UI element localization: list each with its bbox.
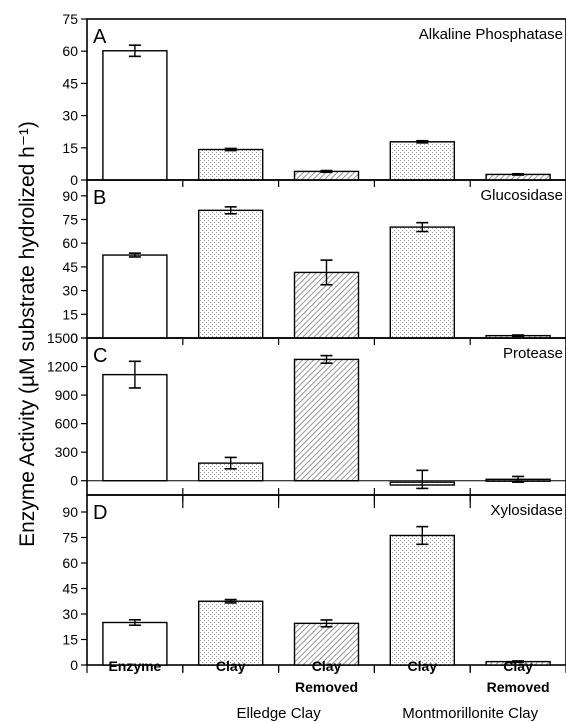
error-bar: [416, 221, 429, 233]
panel-b: 0 15 30 45 60 75 90 B Glucosidase: [62, 179, 566, 346]
bar: [197, 148, 264, 181]
panel-c: 0 300 600 900 1200 1500 C Protease: [47, 330, 566, 496]
error-bar: [128, 44, 141, 58]
bar: [102, 621, 168, 666]
error-bar: [128, 252, 141, 258]
y-tick-label: 45: [62, 581, 78, 597]
y-tick-label: 15: [62, 632, 78, 648]
y-tick-label: 0: [70, 657, 78, 673]
error-bar: [320, 169, 333, 174]
y-tick-label: 30: [62, 108, 78, 124]
y-tick-label: 0: [70, 330, 78, 346]
category-label: Clay: [408, 658, 438, 674]
bar: [102, 50, 168, 181]
error-bar: [416, 139, 429, 144]
y-tick-label: 75: [62, 212, 78, 228]
error-bar: [512, 334, 525, 338]
y-tick-label: 30: [62, 283, 78, 299]
y-tick-label: 45: [62, 75, 78, 91]
error-bar: [320, 619, 333, 628]
panel-letter: C: [93, 345, 107, 367]
error-bar: [224, 456, 237, 470]
error-bar: [512, 660, 525, 664]
panels-layer: 0 15 30 45 60 75 A Alkaline Phosphatase 0 15 30 45 6…: [47, 11, 566, 673]
y-tick-label: 75: [62, 11, 78, 27]
panel-letter: A: [93, 26, 107, 48]
y-tick-label: 0: [70, 172, 78, 188]
panel-title: Glucosidase: [480, 187, 563, 204]
panel-d: 0 15 30 45 60 75 90 D Xylosidase: [62, 494, 566, 673]
y-tick-label: 60: [62, 43, 78, 59]
y-tick-label: 90: [62, 504, 78, 520]
error-bar: [416, 525, 429, 546]
error-bar: [512, 475, 525, 483]
error-bar: [128, 618, 141, 627]
error-bar: [128, 360, 141, 389]
bar: [102, 373, 168, 482]
panel-letter: B: [93, 187, 106, 209]
error-bar: [224, 206, 237, 215]
panel-title: Alkaline Phosphatase: [419, 26, 563, 43]
panel-title: Xylosidase: [490, 502, 563, 519]
bar: [197, 209, 264, 339]
y-tick-label: 75: [62, 530, 78, 546]
panel-a: 0 15 30 45 60 75 A Alkaline Phosphatase: [62, 11, 566, 188]
y-tick-label: 1500: [47, 330, 78, 346]
error-bar: [512, 172, 525, 176]
error-bar: [320, 354, 333, 365]
bar: [197, 600, 264, 666]
category-label: Clay Removed: [295, 658, 358, 695]
error-bar: [416, 469, 429, 490]
y-tick-label: 90: [62, 188, 78, 204]
y-tick-label: 1200: [47, 359, 78, 375]
bar: [389, 534, 455, 666]
x-axis-layer: Enzyme Clay Clay Removed Clay Clay Removed Elle…: [86, 180, 566, 722]
bar: [293, 622, 360, 666]
error-bar: [224, 598, 237, 604]
y-tick-label: 300: [55, 444, 79, 460]
panel-letter: D: [93, 502, 107, 524]
bar: [389, 226, 455, 339]
y-tick-label: 600: [55, 416, 79, 432]
bar: [293, 358, 360, 482]
bar: [389, 141, 455, 181]
y-tick-label: 15: [62, 306, 78, 322]
y-tick-label: 30: [62, 606, 78, 622]
group-label: Montmorillonite Clay: [402, 705, 538, 722]
group-label: Elledge Clay: [236, 705, 321, 722]
y-axis-label: Enzyme Activity (µM substrate hydrolized…: [16, 121, 39, 547]
category-label: Clay Removed: [487, 658, 550, 695]
bar: [102, 254, 168, 339]
y-tick-label: 900: [55, 387, 79, 403]
y-tick-label: 45: [62, 259, 78, 275]
error-bar: [320, 259, 333, 286]
panel-title: Protease: [503, 345, 563, 362]
y-tick-label: 15: [62, 140, 78, 156]
category-label: Enzyme: [108, 658, 161, 674]
category-label: Clay: [216, 658, 246, 674]
error-bar: [224, 147, 237, 152]
y-tick-label: 60: [62, 235, 78, 251]
y-tick-label: 0: [70, 473, 78, 489]
y-tick-label: 60: [62, 555, 78, 571]
